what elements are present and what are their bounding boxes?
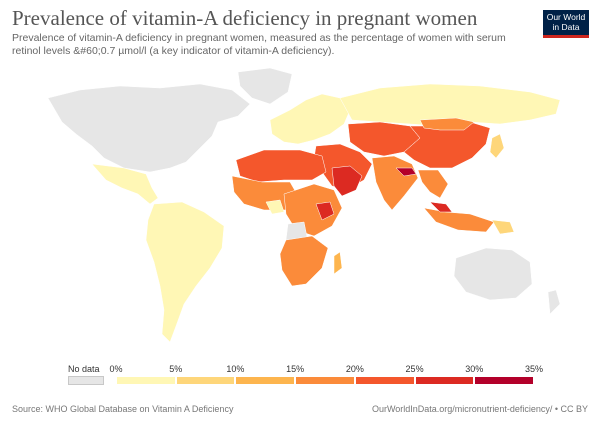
chart-title: Prevalence of vitamin-A deficiency in pr… [12, 6, 478, 30]
legend-tick-label: 5% [169, 364, 183, 374]
ethiopia-region[interactable] [315, 201, 335, 221]
south-asia-region[interactable] [371, 155, 419, 211]
mongolia-region[interactable] [419, 117, 475, 131]
legend-tick-label: 0% [109, 364, 123, 374]
north-america-landmass[interactable] [47, 83, 251, 173]
southeast-asia-region[interactable] [417, 169, 449, 199]
map-legend: No data 0% 5% 10% 15% 20% 25% 30% 35% [0, 360, 600, 390]
license-link[interactable]: OurWorldInData.org/micronutrient-deficie… [371, 404, 588, 414]
japan-region[interactable] [489, 133, 505, 159]
malaysia-region[interactable] [429, 201, 453, 213]
madagascar-region[interactable] [333, 251, 343, 275]
arabian-peninsula[interactable] [331, 165, 363, 197]
indonesia-region[interactable] [423, 207, 495, 233]
legend-bin-4[interactable] [354, 376, 415, 385]
legend-tick-label: 30% [465, 364, 484, 374]
legend-tick-label: 20% [345, 364, 364, 374]
legend-no-data-swatch[interactable] [68, 376, 104, 385]
papua-new-guinea-region[interactable] [491, 219, 515, 235]
legend-bin-0[interactable] [116, 376, 176, 385]
legend-tick-label: 15% [286, 364, 305, 374]
legend-bin-2[interactable] [235, 376, 296, 385]
legend-no-data-label: No data [68, 364, 100, 374]
mexico-central-america[interactable] [91, 163, 159, 205]
south-america-landmass[interactable] [145, 201, 225, 343]
legend-bin-1[interactable] [175, 376, 236, 385]
source-note[interactable]: Source: WHO Global Database on Vitamin A… [12, 404, 234, 414]
legend-bin-3[interactable] [295, 376, 355, 385]
legend-tick-label: 35% [524, 364, 544, 374]
europe-landmass[interactable] [269, 93, 351, 145]
russia-landmass[interactable] [339, 83, 561, 127]
owid-logo[interactable]: Our World in Data [543, 10, 589, 38]
logo-line-1: Our World [546, 12, 586, 22]
logo-line-2: in Data [552, 21, 580, 32]
legend-tick-label: 10% [226, 364, 245, 374]
legend-tick-label: 25% [405, 364, 424, 374]
north-africa-region[interactable] [235, 149, 327, 183]
greenland-landmass[interactable] [237, 67, 293, 105]
chart-subtitle: Prevalence of vitamin-A deficiency in pr… [12, 32, 506, 57]
nepal-bangladesh-region[interactable] [395, 167, 417, 177]
nigeria-region[interactable] [265, 199, 285, 215]
southern-africa-region[interactable] [279, 235, 329, 287]
legend-bin-5[interactable] [414, 376, 475, 385]
australia-landmass[interactable] [453, 247, 533, 301]
new-zealand-landmass[interactable] [547, 289, 561, 315]
world-map[interactable] [0, 64, 600, 359]
legend-bin-6[interactable] [474, 376, 534, 385]
